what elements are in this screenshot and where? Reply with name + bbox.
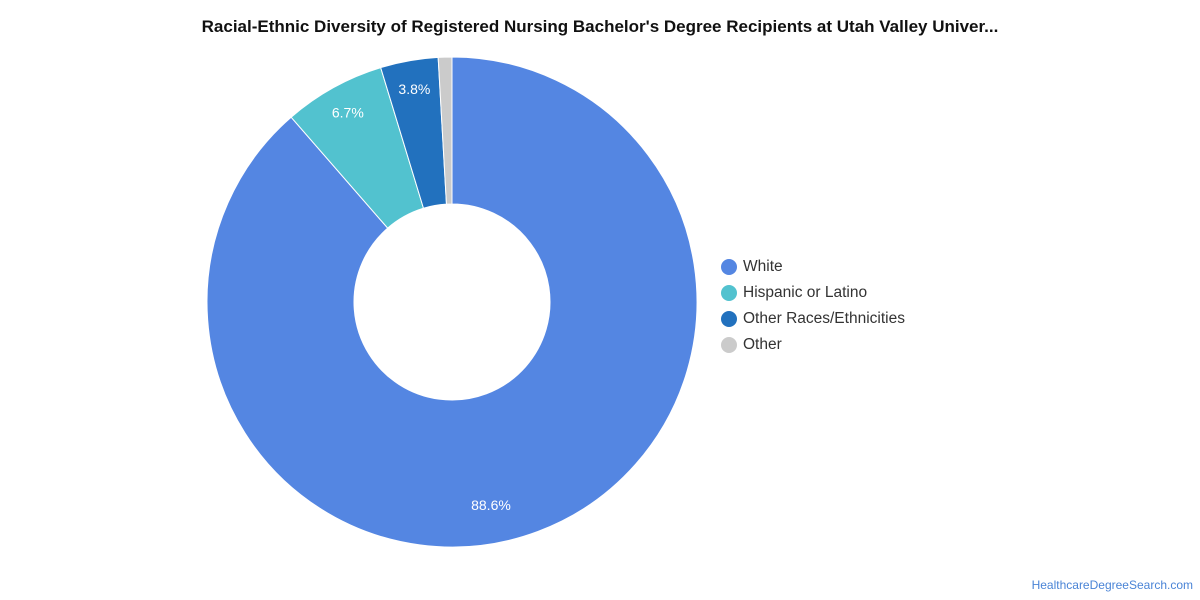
- donut-slice-other[interactable]: [437, 56, 453, 205]
- legend-swatch-icon: [721, 337, 737, 353]
- data-label-hispanic-or-latino: 6.7%: [332, 105, 364, 121]
- legend-label: White: [743, 258, 783, 275]
- legend-swatch-icon: [721, 259, 737, 275]
- legend-label: Other Races/Ethnicities: [743, 310, 905, 327]
- legend-item-other[interactable]: Other: [721, 332, 905, 358]
- legend-item-white[interactable]: White: [721, 254, 905, 280]
- legend-swatch-icon: [721, 285, 737, 301]
- data-label-other-races-ethnicities: 3.8%: [398, 81, 430, 97]
- legend-label: Other: [743, 336, 782, 353]
- site-credit-link[interactable]: HealthcareDegreeSearch.com: [1031, 578, 1193, 592]
- legend-item-hispanic-or-latino[interactable]: Hispanic or Latino: [721, 280, 905, 306]
- legend-label: Hispanic or Latino: [743, 284, 868, 301]
- chart-legend: White Hispanic or Latino Other Races/Ethni…: [721, 254, 905, 358]
- legend-item-other-races-ethnicities[interactable]: Other Races/Ethnicities: [721, 306, 905, 332]
- data-label-white: 88.6%: [471, 497, 511, 513]
- chart-title: Racial-Ethnic Diversity of Registered Nu…: [201, 17, 999, 36]
- legend-swatch-icon: [721, 311, 737, 327]
- donut-slice-white[interactable]: [206, 56, 698, 548]
